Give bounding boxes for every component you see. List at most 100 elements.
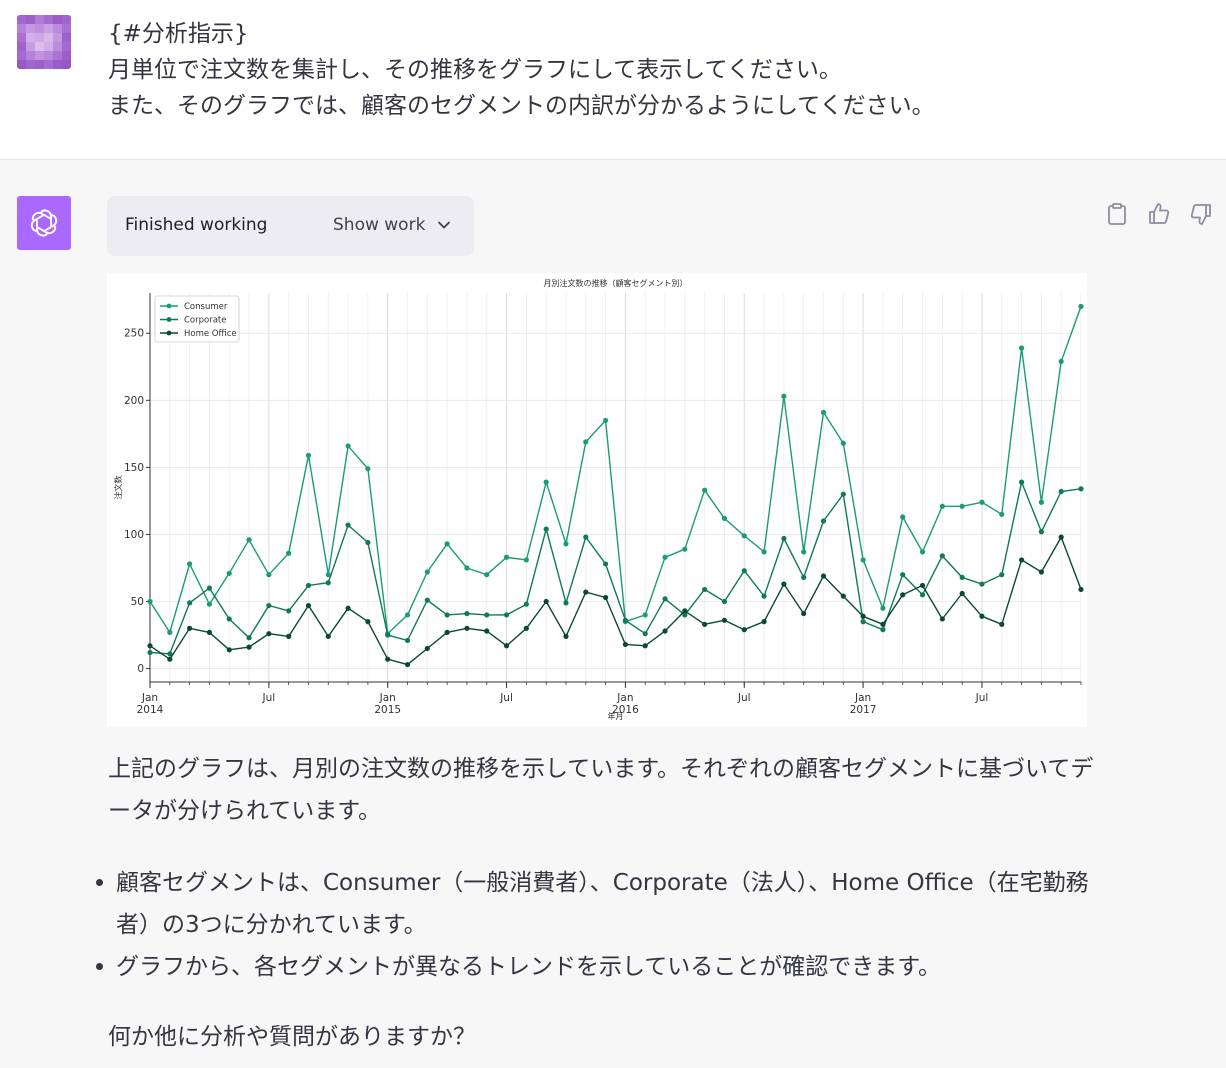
data-point-consumer xyxy=(187,561,193,567)
data-point-corporate xyxy=(503,612,510,618)
data-point-corporate xyxy=(385,632,391,638)
data-point-home-office xyxy=(325,633,331,639)
data-point-consumer xyxy=(682,546,688,552)
bullet-item: グラフから、各セグメントが異なるトレンドを示していることが確認できます。 xyxy=(92,946,1092,988)
chart-title: 月別注文数の推移（顧客セグメント別） xyxy=(544,278,688,288)
data-point-home-office xyxy=(662,628,668,634)
data-point-corporate xyxy=(464,610,470,617)
data-point-consumer xyxy=(840,440,846,446)
copy-button[interactable] xyxy=(1106,202,1128,226)
data-point-home-office xyxy=(1058,534,1064,540)
data-point-home-office xyxy=(305,602,312,609)
data-point-consumer xyxy=(761,549,767,555)
data-point-home-office xyxy=(820,573,827,579)
data-point-consumer xyxy=(563,541,569,547)
data-point-corporate xyxy=(721,598,728,605)
data-point-corporate xyxy=(622,617,629,623)
data-point-corporate xyxy=(939,553,945,559)
data-point-consumer xyxy=(602,417,609,424)
data-point-consumer xyxy=(206,601,213,607)
thumbs-up-icon[interactable] xyxy=(1147,202,1171,226)
data-point-corporate xyxy=(167,651,173,657)
like-button[interactable] xyxy=(1147,202,1171,226)
data-point-consumer xyxy=(147,598,153,605)
show-work-button[interactable]: Show work xyxy=(333,215,426,235)
openai-logo-icon xyxy=(30,209,58,237)
data-point-corporate xyxy=(226,616,232,622)
data-point-consumer xyxy=(523,557,529,563)
legend-swatch-marker xyxy=(166,317,172,322)
thumbs-down-icon[interactable] xyxy=(1189,202,1213,226)
data-point-corporate xyxy=(424,597,430,603)
data-point-home-office xyxy=(385,656,391,662)
answer-paragraph: 上記のグラフは、月別の注文数の推移を示しています。それぞれの顧客セグメントに基づ… xyxy=(108,756,1094,824)
chevron-down-icon[interactable] xyxy=(437,218,451,232)
series-line-home-office xyxy=(149,536,1082,666)
y-tick-label: 150 xyxy=(124,462,144,474)
x-tick-label: Jul xyxy=(262,692,276,704)
y-tick-label: 50 xyxy=(131,596,144,608)
user-message-line: {#分析指示} xyxy=(108,21,249,47)
data-point-corporate xyxy=(741,568,747,574)
data-point-consumer xyxy=(484,572,490,578)
data-point-home-office xyxy=(464,625,470,631)
data-point-corporate xyxy=(543,526,549,532)
data-point-corporate xyxy=(444,612,450,618)
data-point-home-office xyxy=(702,621,708,627)
user-message-row: {#分析指示} 月単位で注文数を集計し、その推移をグラフにして表示してください。… xyxy=(0,0,1226,160)
order-trend-chart: 0 50 100 150 200 250 Jan 2014 Jul Jan 2015 Jul Jan 20… xyxy=(107,273,1087,727)
data-point-consumer xyxy=(266,572,272,578)
data-point-corporate xyxy=(900,572,906,578)
data-point-corporate xyxy=(1018,479,1025,485)
data-point-home-office xyxy=(1078,586,1084,593)
x-tick-label: Jan xyxy=(141,692,158,704)
data-point-consumer xyxy=(424,569,430,575)
series-line-consumer xyxy=(149,306,1082,635)
user-avatar xyxy=(17,15,71,69)
data-point-corporate xyxy=(325,580,331,586)
data-point-corporate xyxy=(1058,488,1064,495)
data-point-corporate xyxy=(999,572,1005,578)
data-point-corporate xyxy=(286,608,292,614)
data-point-home-office xyxy=(365,619,371,625)
y-tick-label: 100 xyxy=(124,529,144,541)
data-point-consumer xyxy=(781,393,787,399)
x-tick-label: Jan xyxy=(854,692,871,704)
data-point-corporate xyxy=(563,600,569,606)
legend-box xyxy=(154,295,240,343)
data-point-corporate xyxy=(702,586,708,593)
data-point-consumer xyxy=(246,537,252,543)
data-point-corporate xyxy=(187,600,193,606)
bullet-dot xyxy=(96,963,103,970)
x-tick-label: Jul xyxy=(737,692,751,704)
data-point-corporate xyxy=(801,574,807,580)
data-point-home-office xyxy=(404,661,411,668)
data-point-home-office xyxy=(563,633,569,639)
answer-bullet-list: 顧客セグメントは、Consumer（一般消費者）、Corporate（法人）、H… xyxy=(92,862,1092,988)
data-point-home-office xyxy=(721,617,728,623)
data-point-corporate xyxy=(662,596,668,602)
data-point-consumer xyxy=(642,612,648,618)
data-point-consumer xyxy=(286,550,292,556)
data-point-corporate xyxy=(1038,529,1044,535)
clipboard-icon[interactable] xyxy=(1106,202,1128,226)
data-point-consumer xyxy=(959,503,965,509)
data-point-home-office xyxy=(959,590,965,597)
data-point-consumer xyxy=(464,565,470,571)
data-point-corporate xyxy=(781,535,787,542)
bullet-item: 顧客セグメントは、Consumer（一般消費者）、Corporate（法人）、H… xyxy=(92,862,1092,946)
data-point-corporate xyxy=(345,522,351,528)
data-point-corporate xyxy=(602,561,609,567)
data-point-home-office xyxy=(840,593,846,599)
data-point-home-office xyxy=(979,613,985,619)
x-tick-label-year: 2015 xyxy=(374,704,401,716)
x-tick-label-year: 2017 xyxy=(850,704,877,716)
x-tick-label-year: 2014 xyxy=(137,704,164,716)
data-point-consumer xyxy=(345,443,351,449)
data-point-corporate xyxy=(266,602,272,609)
dislike-button[interactable] xyxy=(1189,202,1213,226)
data-point-consumer xyxy=(543,479,549,485)
legend-entry: Home Office xyxy=(184,329,237,339)
data-point-home-office xyxy=(266,631,272,637)
